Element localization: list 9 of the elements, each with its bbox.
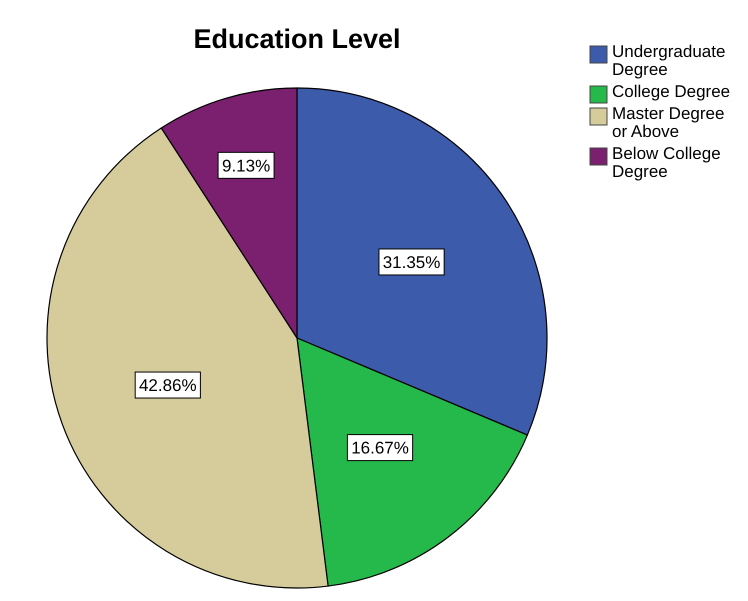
chart-title: Education Level <box>193 24 401 54</box>
legend-label: Undergraduate Degree <box>612 42 726 79</box>
legend-label: College Degree <box>612 82 730 101</box>
data-label: 42.86% <box>138 376 197 396</box>
legend-label: Below College Degree <box>612 144 721 181</box>
data-label: 9.13% <box>222 156 270 176</box>
data-label: 31.35% <box>382 252 440 272</box>
legend-label: Master Degree or Above <box>612 104 724 141</box>
data-label: 16.67% <box>351 438 409 458</box>
